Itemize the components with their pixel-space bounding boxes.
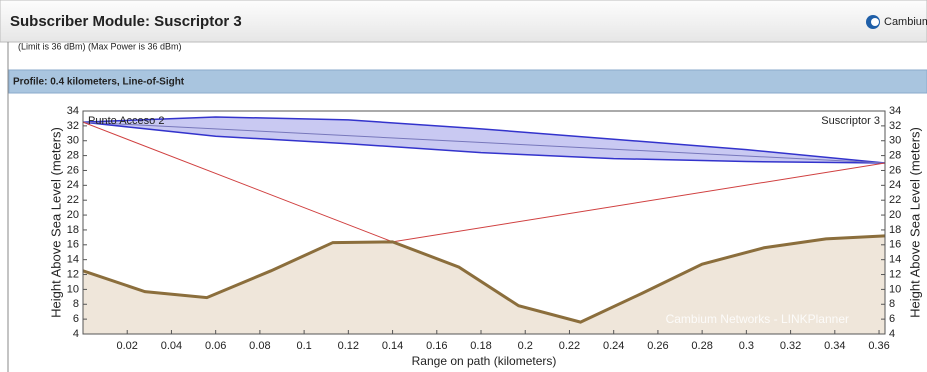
y-tick-label: 4 <box>73 328 79 340</box>
y-tick-label: 10 <box>67 283 79 295</box>
y-tick-label: 14 <box>67 254 79 266</box>
brand-text: Cambium N <box>884 16 927 28</box>
y2-axis-label: Height Above Sea Level (meters) <box>907 127 922 318</box>
x-tick-label: 0.3 <box>739 340 754 352</box>
y2-tick-label: 32 <box>889 120 901 132</box>
x-tick-label: 0.16 <box>426 340 447 352</box>
header-title: Subscriber Module: Suscriptor 3 <box>10 13 242 30</box>
x-tick-label: 0.26 <box>647 340 668 352</box>
watermark: Cambium Networks - LINKPlanner <box>666 312 849 326</box>
right-site-label: Suscriptor 3 <box>821 115 880 127</box>
plot-frame <box>82 110 886 335</box>
y2-tick-label: 16 <box>889 239 901 251</box>
profile-chart: 4 6 8 10 12 14 16 18 20 22 24 26 28 30 32 34 4 6 8 10 12 14 16… <box>48 105 922 368</box>
x-tick-label: 0.06 <box>205 340 226 352</box>
y-tick-label: 16 <box>67 239 79 251</box>
y-tick-label: 6 <box>73 313 79 325</box>
y-tick-label: 20 <box>67 209 79 221</box>
y2-tick-label: 20 <box>889 209 901 221</box>
x-tick-label: 0.1 <box>296 340 311 352</box>
profile-title: Profile: 0.4 kilometers, Line-of-Sight <box>13 77 185 88</box>
y2-tick-label: 22 <box>889 194 901 206</box>
y2-tick-label: 34 <box>889 105 901 117</box>
x-tick-label: 0.32 <box>780 340 801 352</box>
x-tick-label: 0.22 <box>559 340 580 352</box>
y2-tick-label: 12 <box>889 268 901 280</box>
y2-tick-label: 14 <box>889 254 901 266</box>
y2-tick-label: 18 <box>889 224 901 236</box>
y-tick-label: 22 <box>67 194 79 206</box>
y2-tick-label: 26 <box>889 164 901 176</box>
y-axis-label: Height Above Sea Level (meters) <box>48 127 63 318</box>
y-tick-label: 32 <box>67 120 79 132</box>
y-tick-label: 18 <box>67 224 79 236</box>
x-tick-label: 0.2 <box>518 340 533 352</box>
header-bar <box>0 0 927 43</box>
x-tick-label: 0.34 <box>824 340 845 352</box>
x-tick-label: 0.04 <box>161 340 182 352</box>
y-tick-label: 26 <box>67 164 79 176</box>
x-tick-label: 0.18 <box>470 340 491 352</box>
brand-icon-inner <box>871 18 879 26</box>
y2-tick-label: 10 <box>889 283 901 295</box>
x-tick-label: 0.36 <box>868 340 889 352</box>
fresnel-zone <box>82 116 886 164</box>
x-tick-label: 0.02 <box>117 340 138 352</box>
y2-tick-label: 30 <box>889 135 901 147</box>
y-tick-label: 28 <box>67 150 79 162</box>
x-tick-label: 0.14 <box>382 340 403 352</box>
profile-bar <box>8 69 927 94</box>
clipped-text: (Limit is 36 dBm) (Max Power is 36 dBm) <box>18 41 182 51</box>
y2-tick-label: 4 <box>889 328 895 340</box>
y2-tick-label: 6 <box>889 313 895 325</box>
y-tick-label: 8 <box>73 298 79 310</box>
x-tick-label: 0.24 <box>603 340 624 352</box>
x-axis-label: Range on path (kilometers) <box>412 354 557 368</box>
y2-tick-label: 24 <box>889 179 901 191</box>
y-tick-label: 12 <box>67 268 79 280</box>
x-tick-label: 0.28 <box>691 340 712 352</box>
x-tick-label: 0.12 <box>338 340 359 352</box>
y-tick-label: 30 <box>67 135 79 147</box>
y2-tick-label: 8 <box>889 298 895 310</box>
y-tick-label: 34 <box>67 105 79 117</box>
y2-tick-label: 28 <box>889 150 901 162</box>
terrain-line <box>82 234 886 324</box>
left-site-label: Punto Acceso 2 <box>88 115 164 127</box>
line-of-sight <box>82 121 886 164</box>
y-tick-label: 24 <box>67 179 79 191</box>
x-tick-label: 0.08 <box>249 340 270 352</box>
